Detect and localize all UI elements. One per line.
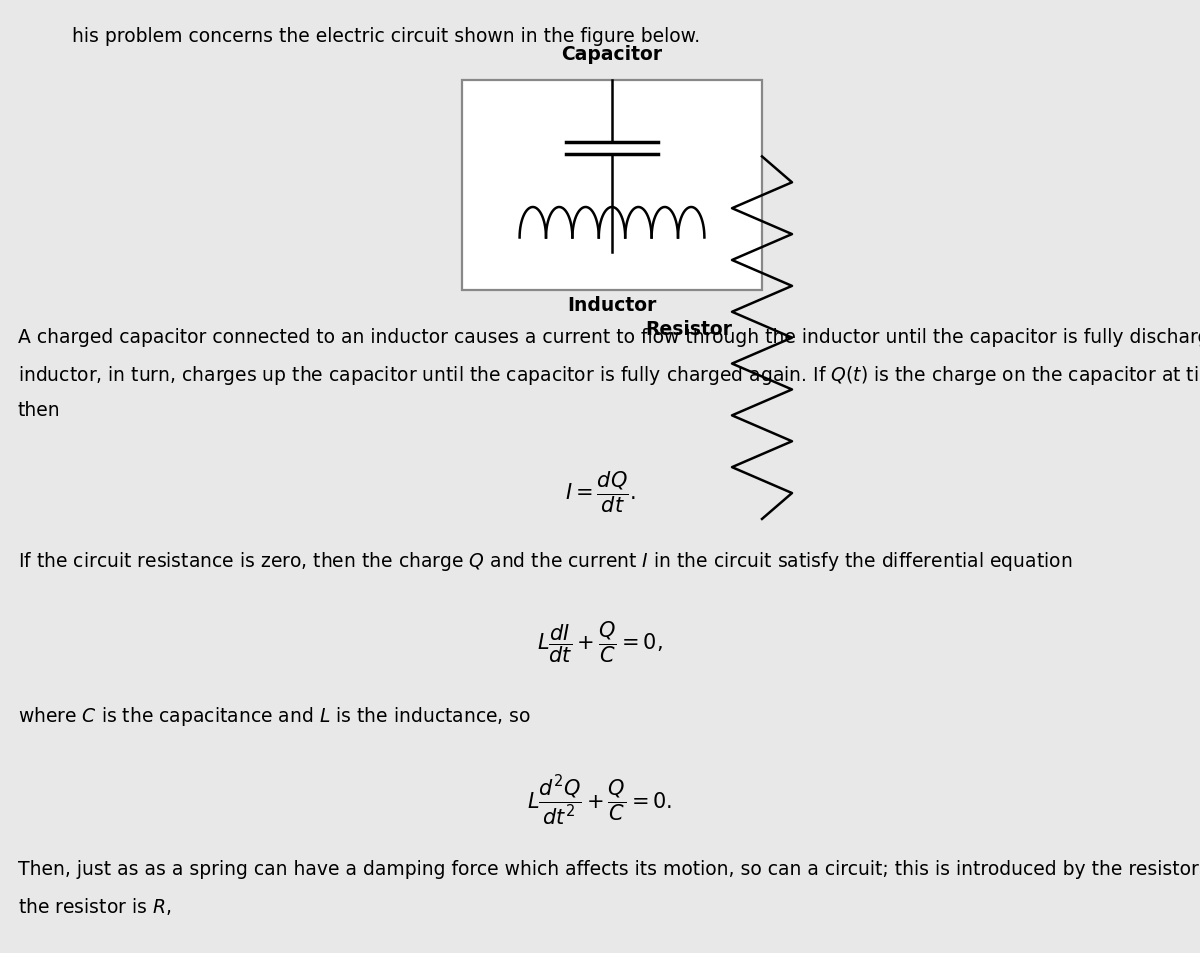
- Text: $I = \dfrac{dQ}{dt}.$: $I = \dfrac{dQ}{dt}.$: [565, 469, 635, 515]
- Text: Resistor: Resistor: [646, 319, 732, 338]
- Bar: [462, 81, 762, 291]
- Text: A charged capacitor connected to an inductor causes a current to flow through th: A charged capacitor connected to an indu…: [18, 328, 1200, 347]
- Text: Capacitor: Capacitor: [562, 45, 662, 64]
- Text: If the circuit resistance is zero, then the charge $Q$ and the current $I$ in th: If the circuit resistance is zero, then …: [18, 550, 1073, 573]
- Bar: [462, 81, 762, 291]
- Text: then: then: [18, 400, 61, 419]
- Text: $L\dfrac{dI}{dt} + \dfrac{Q}{C} = 0,$: $L\dfrac{dI}{dt} + \dfrac{Q}{C} = 0,$: [538, 618, 662, 664]
- Text: Inductor: Inductor: [568, 295, 656, 314]
- Text: where $C$ is the capacitance and $L$ is the inductance, so: where $C$ is the capacitance and $L$ is …: [18, 704, 532, 727]
- Text: Then, just as as a spring can have a damping force which affects its motion, so : Then, just as as a spring can have a dam…: [18, 859, 1200, 878]
- Text: his problem concerns the electric circuit shown in the figure below.: his problem concerns the electric circui…: [72, 27, 700, 46]
- Text: the resistor is $R$,: the resistor is $R$,: [18, 895, 172, 916]
- Text: inductor, in turn, charges up the capacitor until the capacitor is fully charged: inductor, in turn, charges up the capaci…: [18, 364, 1200, 387]
- Text: $L\dfrac{d^2Q}{dt^2} + \dfrac{Q}{C} = 0.$: $L\dfrac{d^2Q}{dt^2} + \dfrac{Q}{C} = 0.…: [527, 773, 673, 827]
